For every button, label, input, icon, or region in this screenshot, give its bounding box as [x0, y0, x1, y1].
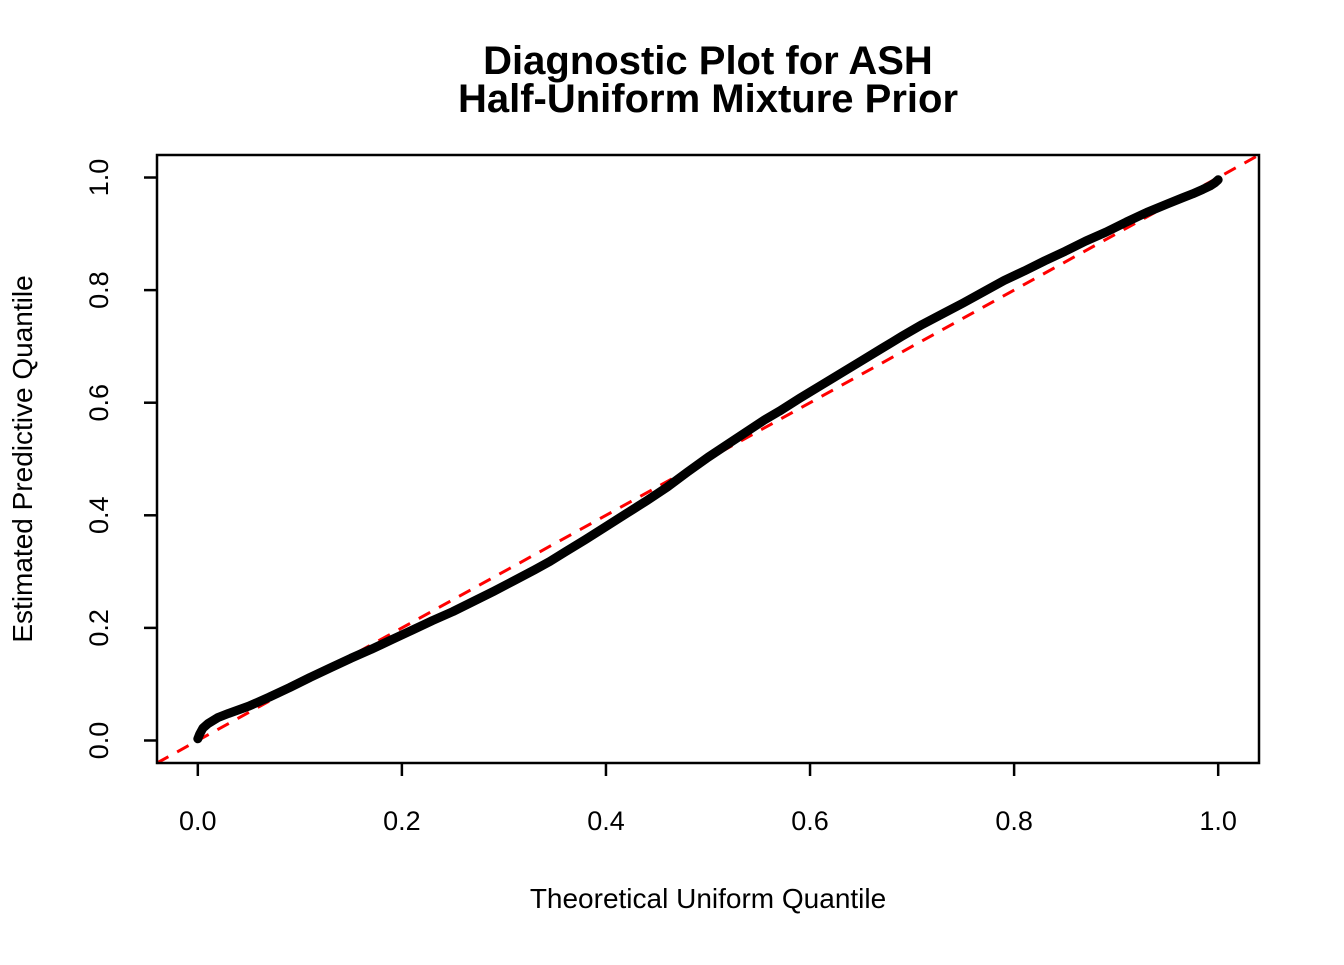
qq-curve-group: [193, 175, 1223, 744]
x-tick-label: 0.0: [179, 806, 217, 836]
plot-title-line2: Half-Uniform Mixture Prior: [458, 77, 958, 121]
y-tick-label: 0.4: [84, 497, 114, 535]
y-tick-label: 0.8: [84, 271, 114, 309]
x-axis: 0.0 0.2 0.4 0.6 0.8 1.0: [179, 763, 1237, 836]
x-tick-label: 0.6: [791, 806, 829, 836]
x-tick-label: 0.2: [383, 806, 421, 836]
x-tick-label: 0.8: [995, 806, 1033, 836]
y-axis: 0.0 0.2 0.4 0.6 0.8 1.0: [84, 159, 157, 760]
y-tick-label: 0.0: [84, 722, 114, 760]
plot-title-line1: Diagnostic Plot for ASH: [483, 39, 933, 83]
x-tick-label: 1.0: [1199, 806, 1237, 836]
y-tick-label: 0.2: [84, 609, 114, 647]
y-axis-title: Estimated Predictive Quantile: [7, 275, 38, 642]
x-tick-label: 0.4: [587, 806, 625, 836]
qq-curve: [193, 175, 1223, 744]
y-tick-label: 1.0: [84, 159, 114, 197]
plot-box: [155, 153, 1261, 765]
y-tick-label: 0.6: [84, 384, 114, 422]
x-axis-title: Theoretical Uniform Quantile: [530, 883, 886, 914]
